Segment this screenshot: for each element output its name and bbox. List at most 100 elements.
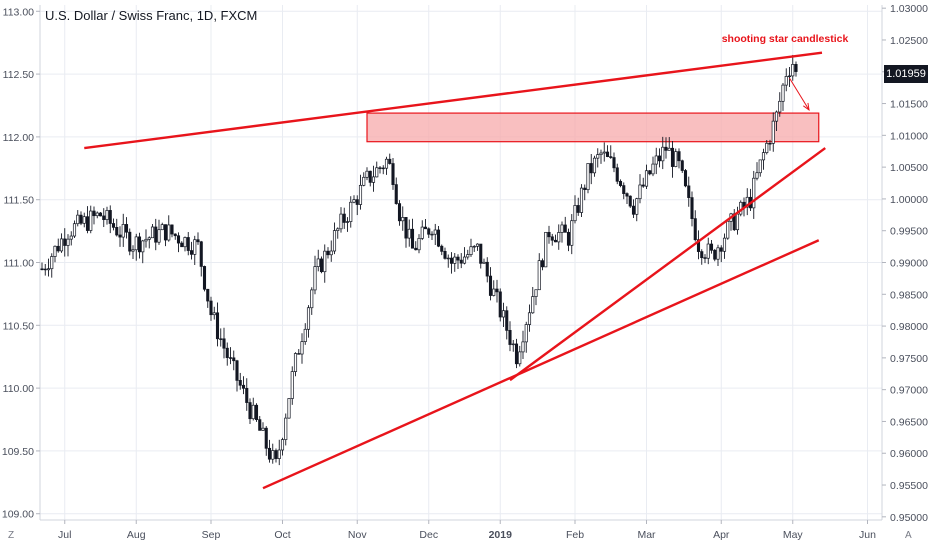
candle-body — [40, 268, 44, 271]
time-tick-label: Jul — [58, 529, 71, 541]
candle-body — [199, 241, 203, 267]
candle-body — [485, 261, 489, 277]
candle-body — [313, 266, 317, 291]
time-tick-label: Aug — [127, 529, 146, 541]
candle-body — [121, 224, 125, 238]
candle-body — [105, 210, 109, 220]
candle-body — [524, 324, 528, 343]
time-axis[interactable]: Jul Aug Sep Oct Nov Dec 2019 Feb Mar Apr May Jun Z A — [8, 519, 912, 541]
supply-zone-rect — [366, 112, 820, 143]
right-tick-label: 0.99000 — [890, 258, 928, 270]
candle-body — [703, 257, 707, 259]
candle-body — [449, 257, 454, 264]
candle-body — [316, 258, 320, 267]
candle-body — [362, 176, 366, 186]
right-tick-label: 0.95500 — [890, 480, 928, 492]
candle-body — [232, 357, 236, 362]
candle-body — [540, 260, 545, 268]
upper-support-trendline — [509, 147, 826, 382]
time-tick-label: 2019 — [489, 529, 513, 541]
candle-body — [674, 151, 678, 167]
time-tick-label: Sep — [202, 529, 221, 541]
time-tick-label: Oct — [274, 529, 290, 541]
candle-body — [85, 216, 90, 231]
candle-body — [573, 205, 577, 222]
time-tick-label: Nov — [348, 529, 367, 541]
candle-body — [615, 167, 619, 182]
candle-body — [505, 310, 509, 331]
current-price-label: 1.01959 — [884, 65, 928, 84]
left-tick-label: 110.50 — [3, 320, 34, 332]
candle-body — [440, 245, 444, 252]
candle-body — [625, 193, 629, 197]
candle-body — [365, 170, 369, 178]
candle-body — [189, 250, 194, 255]
candle-body — [134, 236, 138, 251]
candle-body — [375, 167, 379, 178]
candle-body — [56, 245, 60, 252]
candle-body — [355, 199, 359, 205]
candle-body — [781, 84, 785, 102]
candle-body — [709, 243, 714, 251]
candle-body — [258, 419, 262, 431]
candle-body — [43, 268, 47, 271]
candle-body — [407, 228, 411, 239]
candle-body — [368, 170, 372, 183]
candle-body — [716, 247, 720, 260]
candle-body — [534, 289, 538, 297]
candle-body — [300, 341, 304, 355]
candle-body — [326, 250, 330, 256]
candle-body — [700, 251, 704, 259]
time-tick-label: Mar — [637, 529, 656, 541]
candle-body — [63, 238, 67, 246]
resistance-trendline — [84, 51, 823, 150]
candle-body — [238, 380, 242, 386]
candle-body — [381, 167, 385, 170]
candle-body — [661, 146, 665, 162]
candle-body — [222, 338, 226, 349]
candle-body — [336, 228, 340, 231]
candle-body — [384, 158, 389, 169]
candle-body — [76, 214, 80, 225]
candle-body — [644, 170, 649, 187]
left-price-axis[interactable]: 113.00 112.50 112.00 111.50 111.00 110.50 110.… — [2, 5, 41, 521]
candle-body — [163, 224, 168, 241]
left-tick-label: 112.00 — [3, 132, 34, 144]
candle-body — [531, 296, 535, 314]
candle-body — [719, 247, 723, 252]
candle-body — [466, 254, 470, 258]
candle-body — [144, 238, 148, 242]
candle-body — [212, 312, 216, 316]
candle-body — [492, 288, 496, 296]
candle-body — [215, 312, 220, 340]
candle-body — [758, 159, 762, 174]
lower-support-trendline — [262, 239, 820, 490]
candle-body — [430, 233, 434, 236]
candle-body — [501, 310, 506, 318]
candle-body — [339, 213, 343, 230]
candle-body — [154, 226, 158, 243]
candle-body — [453, 256, 457, 264]
candle-body — [128, 231, 132, 252]
candle-body — [566, 231, 571, 246]
candle-body — [586, 163, 590, 191]
candle-body — [391, 163, 395, 185]
candle-body — [472, 245, 476, 248]
candle-body — [261, 427, 265, 431]
candle-body — [427, 228, 431, 235]
candle-body — [193, 239, 197, 255]
candle-body — [310, 289, 314, 309]
candle-body — [69, 235, 73, 240]
right-tick-label: 0.95000 — [890, 512, 928, 524]
candle-body — [186, 237, 190, 251]
candle-body — [352, 199, 356, 203]
left-tick-label: 111.00 — [3, 258, 34, 270]
candle-body — [245, 387, 249, 403]
candle-body — [118, 234, 122, 238]
candle-body — [433, 229, 437, 235]
right-tick-label: 0.98500 — [890, 289, 928, 301]
candle-body — [225, 347, 229, 358]
candle-body — [488, 275, 493, 296]
